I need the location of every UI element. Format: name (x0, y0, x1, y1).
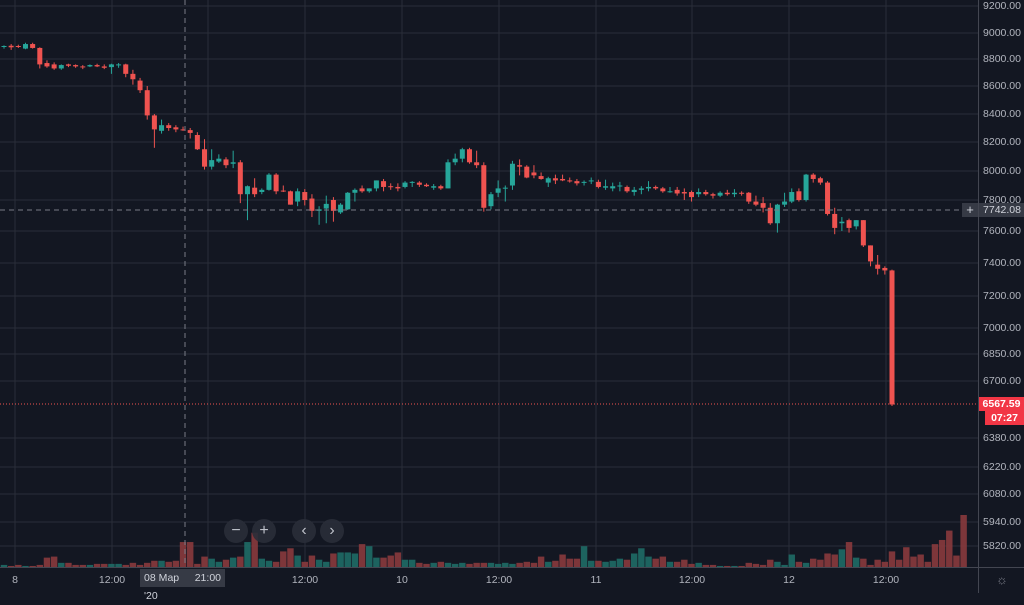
price-tick: 7200.00 (983, 290, 1021, 302)
price-tick: 5820.00 (983, 540, 1021, 552)
price-tick: 8200.00 (983, 136, 1021, 148)
price-tick: 7600.00 (983, 225, 1021, 237)
time-tick: 12 (783, 574, 795, 586)
time-tick: 8 (12, 574, 18, 586)
time-tick: 11 (590, 574, 602, 586)
price-tick: 6380.00 (983, 432, 1021, 444)
time-tick: 12:00 (98, 574, 126, 586)
zoom-in-button[interactable]: + (252, 519, 276, 543)
settings-icon[interactable]: ☼ (996, 572, 1008, 587)
zoom-out-button[interactable]: − (224, 519, 248, 543)
crosshair-price-label: 7742.08 (979, 203, 1024, 217)
time-tick: 12:00 (291, 574, 319, 586)
time-tick: 12:00 (485, 574, 513, 586)
price-tick: 8800.00 (983, 53, 1021, 65)
price-tick: 8400.00 (983, 108, 1021, 120)
time-tick: 12:00 (872, 574, 900, 586)
price-tick: 6080.00 (983, 488, 1021, 500)
scroll-left-button[interactable]: ‹ (292, 519, 316, 543)
price-tick: 9200.00 (983, 0, 1021, 12)
price-tick: 6850.00 (983, 348, 1021, 360)
crosshair-date: 08 Мар '20 (144, 572, 180, 602)
axis-corner: ☼ (978, 567, 1024, 593)
price-tick: 9000.00 (983, 27, 1021, 39)
bar-countdown-label: 07:27 (985, 411, 1024, 425)
crosshair-time-label: 08 Мар '20 21:00 (140, 569, 225, 602)
chart-plot-area[interactable] (0, 0, 978, 567)
candlestick-chart[interactable] (0, 0, 978, 567)
price-axis[interactable]: 9200.00 9000.00 8800.00 8600.00 8400.00 8200.… (978, 0, 1024, 567)
crosshair-hour: 21:00 (194, 572, 221, 584)
price-tick: 7000.00 (983, 322, 1021, 334)
price-tick: 6700.00 (983, 375, 1021, 387)
price-tick: 8000.00 (983, 165, 1021, 177)
price-tick: 5940.00 (983, 516, 1021, 528)
add-alert-plus-icon[interactable]: + (962, 203, 978, 217)
last-price-label: 6567.59 (979, 397, 1024, 411)
price-tick: 8600.00 (983, 80, 1021, 92)
time-tick: 10 (396, 574, 408, 586)
scroll-right-button[interactable]: › (320, 519, 344, 543)
time-tick: 12:00 (678, 574, 706, 586)
price-tick: 7400.00 (983, 257, 1021, 269)
price-tick: 6220.00 (983, 461, 1021, 473)
